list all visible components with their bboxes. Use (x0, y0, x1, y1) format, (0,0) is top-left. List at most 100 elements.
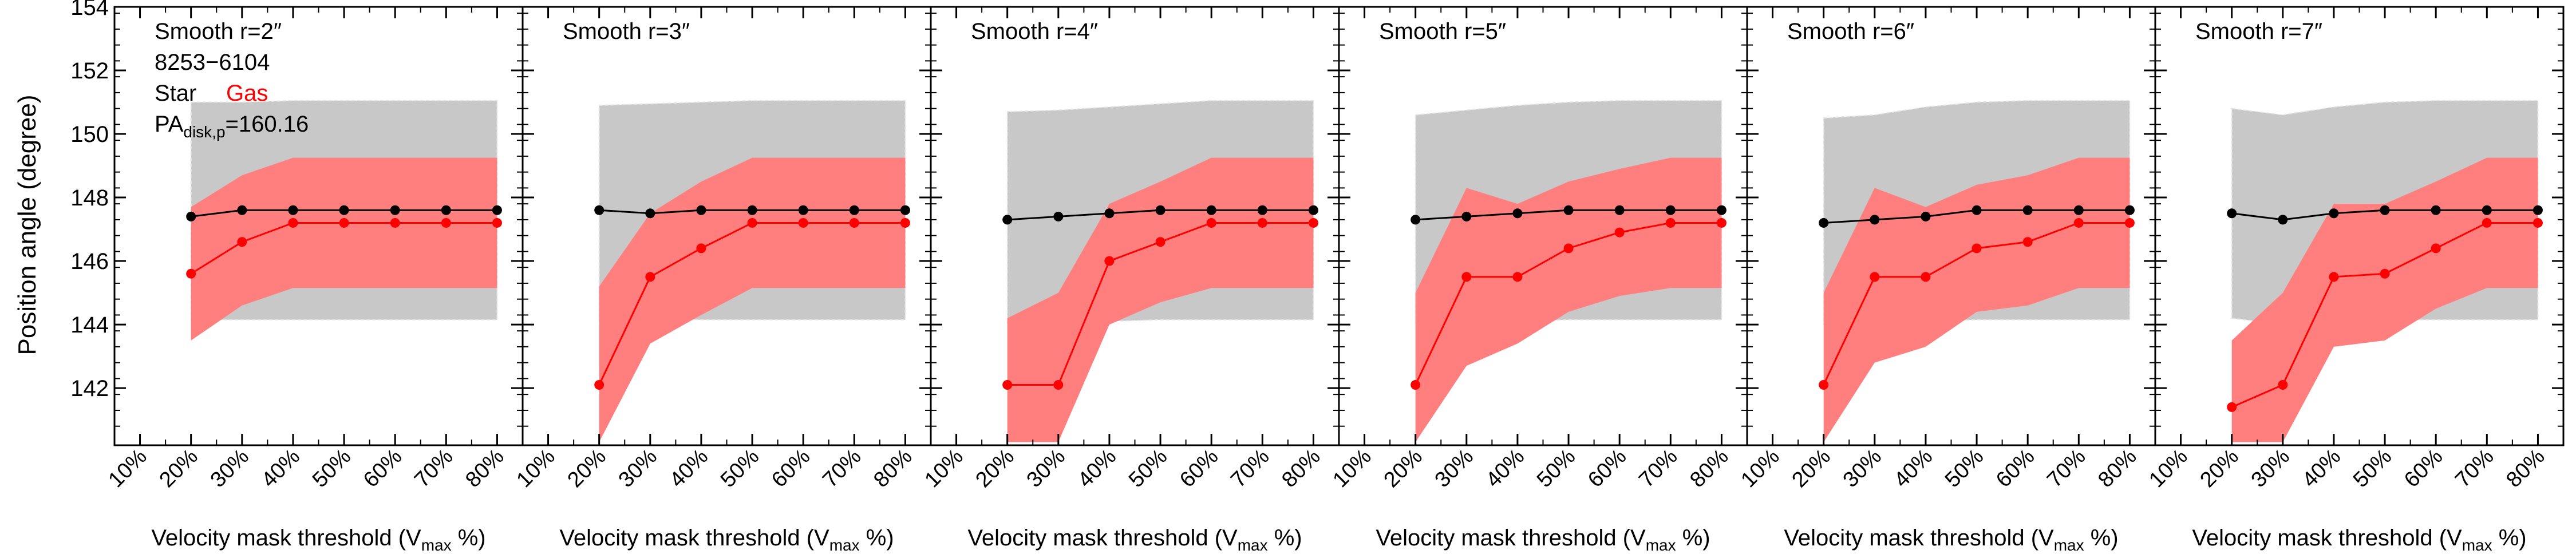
gas-point (2124, 217, 2135, 228)
star-point (1614, 205, 1625, 215)
gas-point (186, 268, 196, 279)
gas-point (2022, 237, 2033, 247)
legend-star: Star (155, 81, 196, 106)
gas-point (1461, 272, 1472, 282)
gas-point (2278, 380, 2288, 390)
gas-point (1563, 243, 1574, 254)
panel-title: Smooth r=6″ (1787, 19, 1914, 44)
gas-band (2231, 157, 2538, 442)
x-tick-label: 30% (206, 445, 254, 492)
star-point (2227, 208, 2237, 219)
gas-point (1308, 217, 1318, 228)
panel-5: 10% 20% 30% 40% 50% 60% 70% 80% Smooth r=6″ Veloc… (1736, 6, 2156, 554)
star-point (2329, 208, 2339, 219)
panel-title: Smooth r=5″ (1379, 19, 1506, 44)
x-axis-label: Velocity mask threshold (Vmax %) (967, 525, 1302, 554)
star-point (1053, 211, 1064, 221)
star-point (186, 211, 196, 221)
star-point (2380, 205, 2390, 215)
x-tick-label: 80% (2093, 445, 2141, 492)
star-point (492, 205, 502, 215)
star-point (2532, 205, 2543, 215)
x-tick-label: 30% (2247, 445, 2294, 492)
star-point (1921, 211, 1931, 221)
gas-point (1870, 272, 1880, 282)
panel-4: 10% 20% 30% 40% 50% 60% 70% 80% Smooth r=5″ Veloc… (1328, 6, 1748, 554)
gas-point (1716, 217, 1726, 228)
gas-point (1257, 217, 1267, 228)
gas-point (2431, 243, 2441, 254)
star-point (1308, 205, 1318, 215)
y-tick-label: 154 (70, 0, 109, 20)
star-point (1716, 205, 1726, 215)
y-tick-label: 152 (70, 58, 109, 84)
gas-band (191, 157, 497, 341)
x-tick-label: 20% (1380, 445, 1427, 492)
y-axis-label: Position angle (degree) (13, 95, 41, 355)
x-tick-label: 10% (1736, 445, 1784, 492)
x-tick-label: 10% (2144, 445, 2192, 492)
x-tick-label: 80% (1277, 445, 1325, 492)
panel-title: Smooth r=7″ (2195, 19, 2322, 44)
x-tick-label: 80% (2502, 445, 2549, 492)
star-point (1206, 205, 1216, 215)
gas-point (441, 217, 451, 228)
star-point (798, 205, 808, 215)
star-point (1257, 205, 1267, 215)
pa-annotation: PAdisk,p=160.16 (155, 112, 309, 141)
gas-point (1971, 243, 1982, 254)
x-tick-label: 50% (2349, 445, 2396, 492)
x-tick-label: 70% (2451, 445, 2498, 492)
star-point (1971, 205, 1982, 215)
star-point (594, 205, 605, 215)
x-tick-label: 20% (563, 445, 611, 492)
y-tick-label: 148 (70, 185, 109, 211)
x-tick-label: 60% (359, 445, 406, 492)
x-tick-label: 40% (1073, 445, 1121, 492)
star-point (1665, 205, 1676, 215)
star-point (747, 205, 757, 215)
x-tick-label: 40% (1890, 445, 1937, 492)
gas-point (1053, 380, 1064, 390)
star-point (900, 205, 910, 215)
star-point (1512, 208, 1523, 219)
gas-point (1206, 217, 1216, 228)
gas-point (798, 217, 808, 228)
gas-point (1665, 217, 1676, 228)
panel-2: 10% 20% 30% 40% 50% 60% 70% 80% Smooth r=3″ Veloc… (512, 6, 932, 554)
star-point (390, 205, 400, 215)
star-point (1870, 215, 1880, 225)
x-tick-label: 20% (2196, 445, 2243, 492)
gas-point (288, 217, 298, 228)
star-point (1411, 215, 1421, 225)
star-point (1563, 205, 1574, 215)
y-tick-label: 146 (70, 249, 109, 274)
x-tick-label: 40% (2298, 445, 2345, 492)
star-point (1104, 208, 1115, 219)
x-tick-label: 50% (1124, 445, 1172, 492)
gas-point (1002, 380, 1013, 390)
x-axis-label: Velocity mask threshold (Vmax %) (1376, 525, 1710, 554)
x-tick-label: 10% (512, 445, 559, 492)
gas-point (696, 243, 706, 254)
x-tick-label: 40% (665, 445, 713, 492)
gas-point (1819, 380, 1829, 390)
x-tick-label: 30% (1431, 445, 1478, 492)
gas-point (1614, 227, 1625, 238)
panel-3: 10% 20% 30% 40% 50% 60% 70% 80% Smooth r=4″ Veloc… (920, 6, 1340, 554)
y-tick-label: 150 (70, 122, 109, 147)
gas-point (594, 380, 605, 390)
x-tick-label: 10% (920, 445, 967, 492)
x-tick-label: 30% (1022, 445, 1070, 492)
x-tick-label: 70% (410, 445, 457, 492)
gas-point (2073, 217, 2084, 228)
star-point (288, 205, 298, 215)
gas-band (1415, 157, 1722, 442)
gas-point (1411, 380, 1421, 390)
x-tick-label: 10% (1328, 445, 1376, 492)
panel-6: 10% 20% 30% 40% 50% 60% 70% 80% Smooth r=7″ Veloc… (2144, 6, 2565, 554)
gas-point (1921, 272, 1931, 282)
star-point (339, 205, 349, 215)
gas-point (2227, 402, 2237, 412)
gas-point (237, 237, 247, 247)
